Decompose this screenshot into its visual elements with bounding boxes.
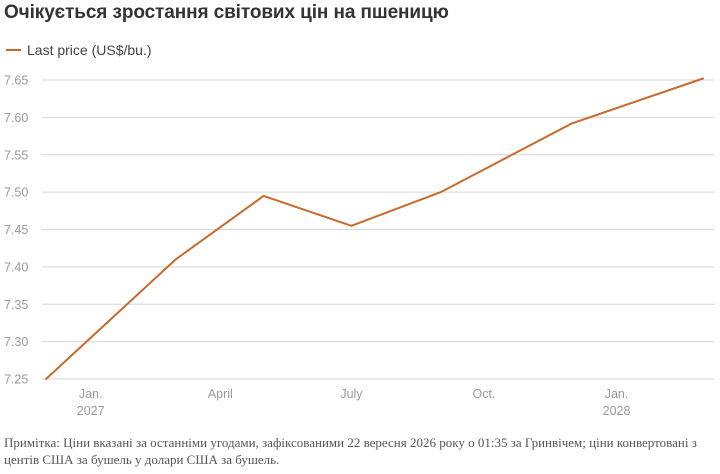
x-tick-year-label: 2028 — [603, 404, 631, 418]
line-chart: 7.25 7.30 7.35 7.40 7.45 7.50 7.55 7.60 7.65 Jan… — [4, 74, 714, 418]
y-tick-label: 7.30 — [4, 335, 28, 349]
y-axis-ticks: 7.25 7.30 7.35 7.40 7.45 7.50 7.55 7.60 7.65 — [4, 74, 28, 387]
y-tick-label: 7.60 — [4, 111, 28, 125]
series — [45, 77, 704, 380]
y-tick-label: 7.55 — [4, 148, 28, 162]
x-tick-label: Jan. — [605, 387, 629, 401]
x-tick-label: July — [340, 387, 363, 401]
y-tick-label: 7.45 — [4, 223, 28, 237]
y-tick-label: 7.25 — [4, 373, 28, 387]
x-tick-label: Jan. — [79, 387, 103, 401]
x-tick-label: April — [208, 387, 233, 401]
legend-label: Last price (US$/bu.) — [27, 42, 152, 58]
chart-title: Очікується зростання світових цін на пше… — [4, 2, 449, 23]
y-tick-label: 7.40 — [4, 260, 28, 274]
y-tick-label: 7.65 — [4, 74, 28, 88]
footnote: Примітка: Ціни вказані за останніми угод… — [4, 435, 697, 467]
legend-swatch — [6, 49, 21, 51]
x-axis-ticks: Jan. 2027 April July Oct. Jan. 2028 — [77, 387, 631, 418]
x-tick-year-label: 2027 — [77, 404, 105, 418]
y-tick-label: 7.35 — [4, 298, 28, 312]
y-tick-label: 7.50 — [4, 186, 28, 200]
gridlines — [42, 79, 714, 380]
x-tick-label: Oct. — [473, 387, 496, 401]
series-line-last-price — [45, 77, 704, 380]
legend: Last price (US$/bu.) — [6, 40, 152, 60]
